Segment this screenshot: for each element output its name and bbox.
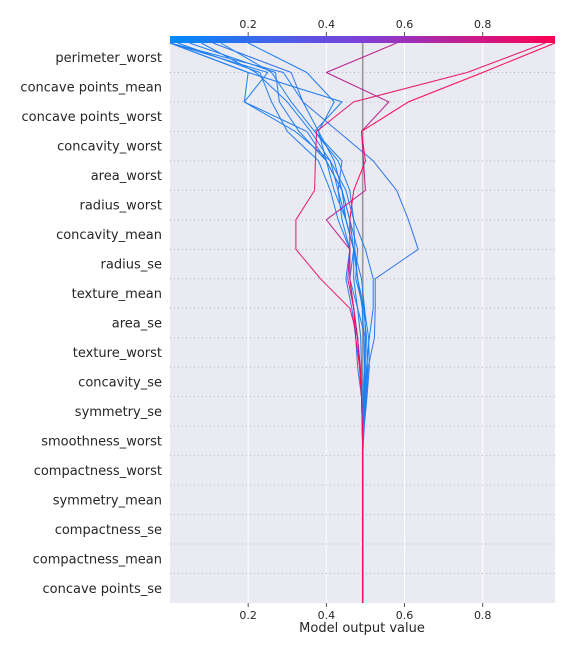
feature-label: area_se (112, 317, 162, 332)
x-tick-label: 0.2 (239, 609, 257, 622)
x-tick-label: 0.6 (396, 609, 414, 622)
feature-label: concavity_worst (57, 140, 162, 155)
feature-label: concavity_se (78, 375, 162, 390)
x-tick-label: 0.4 (318, 609, 336, 622)
decision-line (349, 42, 556, 603)
x-axis-title: Model output value (299, 621, 425, 636)
feature-label: radius_worst (80, 199, 163, 214)
colorbar-axis: 0.2 0.4 0.6 0.8 (239, 18, 491, 36)
feature-label: concave points_se (43, 582, 162, 597)
colorbar-tick-label: 0.8 (474, 18, 492, 31)
x-axis: 0.2 0.4 0.6 0.8 (239, 603, 491, 622)
feature-label: compactness_worst (34, 464, 162, 479)
colorbar-tick-label: 0.2 (239, 18, 257, 31)
colorbar-tick-label: 0.6 (396, 18, 414, 31)
feature-label: concavity_mean (56, 228, 162, 243)
feature-label: symmetry_mean (53, 493, 162, 508)
feature-label: concave points_mean (20, 81, 162, 96)
feature-label: area_worst (91, 169, 162, 184)
decision-lines (169, 42, 556, 603)
feature-label: compactness_se (55, 523, 162, 538)
feature-labels: concave points_se compactness_mean compact… (20, 51, 162, 597)
feature-label: symmetry_se (75, 405, 162, 420)
feature-label: concave points_worst (21, 110, 162, 125)
colorbar-tick-label: 0.4 (318, 18, 336, 31)
colorbar (170, 36, 555, 43)
feature-label: perimeter_worst (55, 51, 162, 66)
feature-label: texture_mean (72, 287, 162, 302)
x-tick-label: 0.8 (474, 609, 492, 622)
feature-label: smoothness_worst (41, 434, 162, 449)
feature-label: radius_se (101, 258, 162, 273)
feature-label: compactness_mean (33, 552, 162, 567)
feature-label: texture_worst (73, 346, 162, 361)
